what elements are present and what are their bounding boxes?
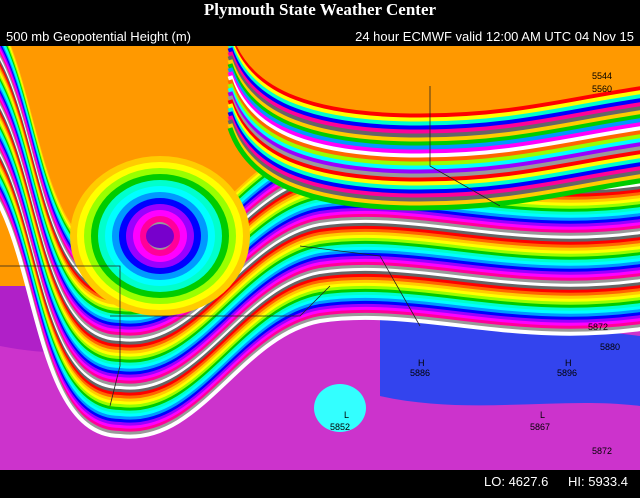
contour-band <box>227 83 640 167</box>
contour-band <box>227 63 640 147</box>
contour-label: L <box>540 410 545 420</box>
contour-band <box>227 111 640 195</box>
contour-band <box>227 75 640 159</box>
contour-label: 5896 <box>557 368 577 378</box>
contour-labels: 5544 5560 5872 5880 5886 5896 5852 5867 5872 H H L L <box>330 71 620 456</box>
contour-band <box>227 95 640 179</box>
contour-band <box>227 103 640 187</box>
contour-label: H <box>418 358 425 368</box>
low-center <box>146 224 174 248</box>
contour-band <box>228 46 640 127</box>
contour-band <box>227 123 640 207</box>
contour-band <box>231 46 640 119</box>
contour-band <box>227 91 640 175</box>
low-value: LO: 4627.6 <box>484 474 549 489</box>
contour-label: 5852 <box>330 422 350 432</box>
contour-label: 5544 <box>592 71 612 81</box>
contour-band <box>227 99 640 183</box>
contour-label: 5872 <box>592 446 612 456</box>
border-line <box>110 285 331 317</box>
contour-band <box>227 67 640 151</box>
blob <box>314 384 366 432</box>
high-value: HI: 5933.4 <box>568 474 628 489</box>
border-line <box>299 245 421 327</box>
contour-band <box>227 107 640 191</box>
contour-band <box>227 87 640 171</box>
contour-band <box>227 119 640 203</box>
contour-bands <box>0 46 640 470</box>
map-caption: 500 mb Geopotential Height (m) <box>6 29 191 44</box>
contour-label: 5560 <box>592 84 612 94</box>
contour-band <box>227 55 640 139</box>
contour-band <box>227 51 640 135</box>
contour-label: 5872 <box>588 322 608 332</box>
contour-band <box>227 71 640 155</box>
contour-label: 5880 <box>600 342 620 352</box>
contour-band <box>227 115 640 199</box>
contour-label: L <box>344 410 349 420</box>
contour-label: H <box>565 358 572 368</box>
contour-label: 5886 <box>410 368 430 378</box>
contour-band <box>227 47 640 131</box>
border-line <box>429 86 501 207</box>
valid-time: 24 hour ECMWF valid 12:00 AM UTC 04 Nov … <box>355 29 634 44</box>
contour-band <box>0 201 640 439</box>
site-title: Plymouth State Weather Center <box>203 0 437 19</box>
contour-label: 5867 <box>530 422 550 432</box>
contour-band <box>227 59 640 143</box>
contour-band <box>229 46 640 123</box>
contour-band <box>227 127 640 211</box>
contour-band <box>227 79 640 163</box>
map: 5544 5560 5872 5880 5886 5896 5852 5867 5872 H H L L <box>0 46 640 470</box>
